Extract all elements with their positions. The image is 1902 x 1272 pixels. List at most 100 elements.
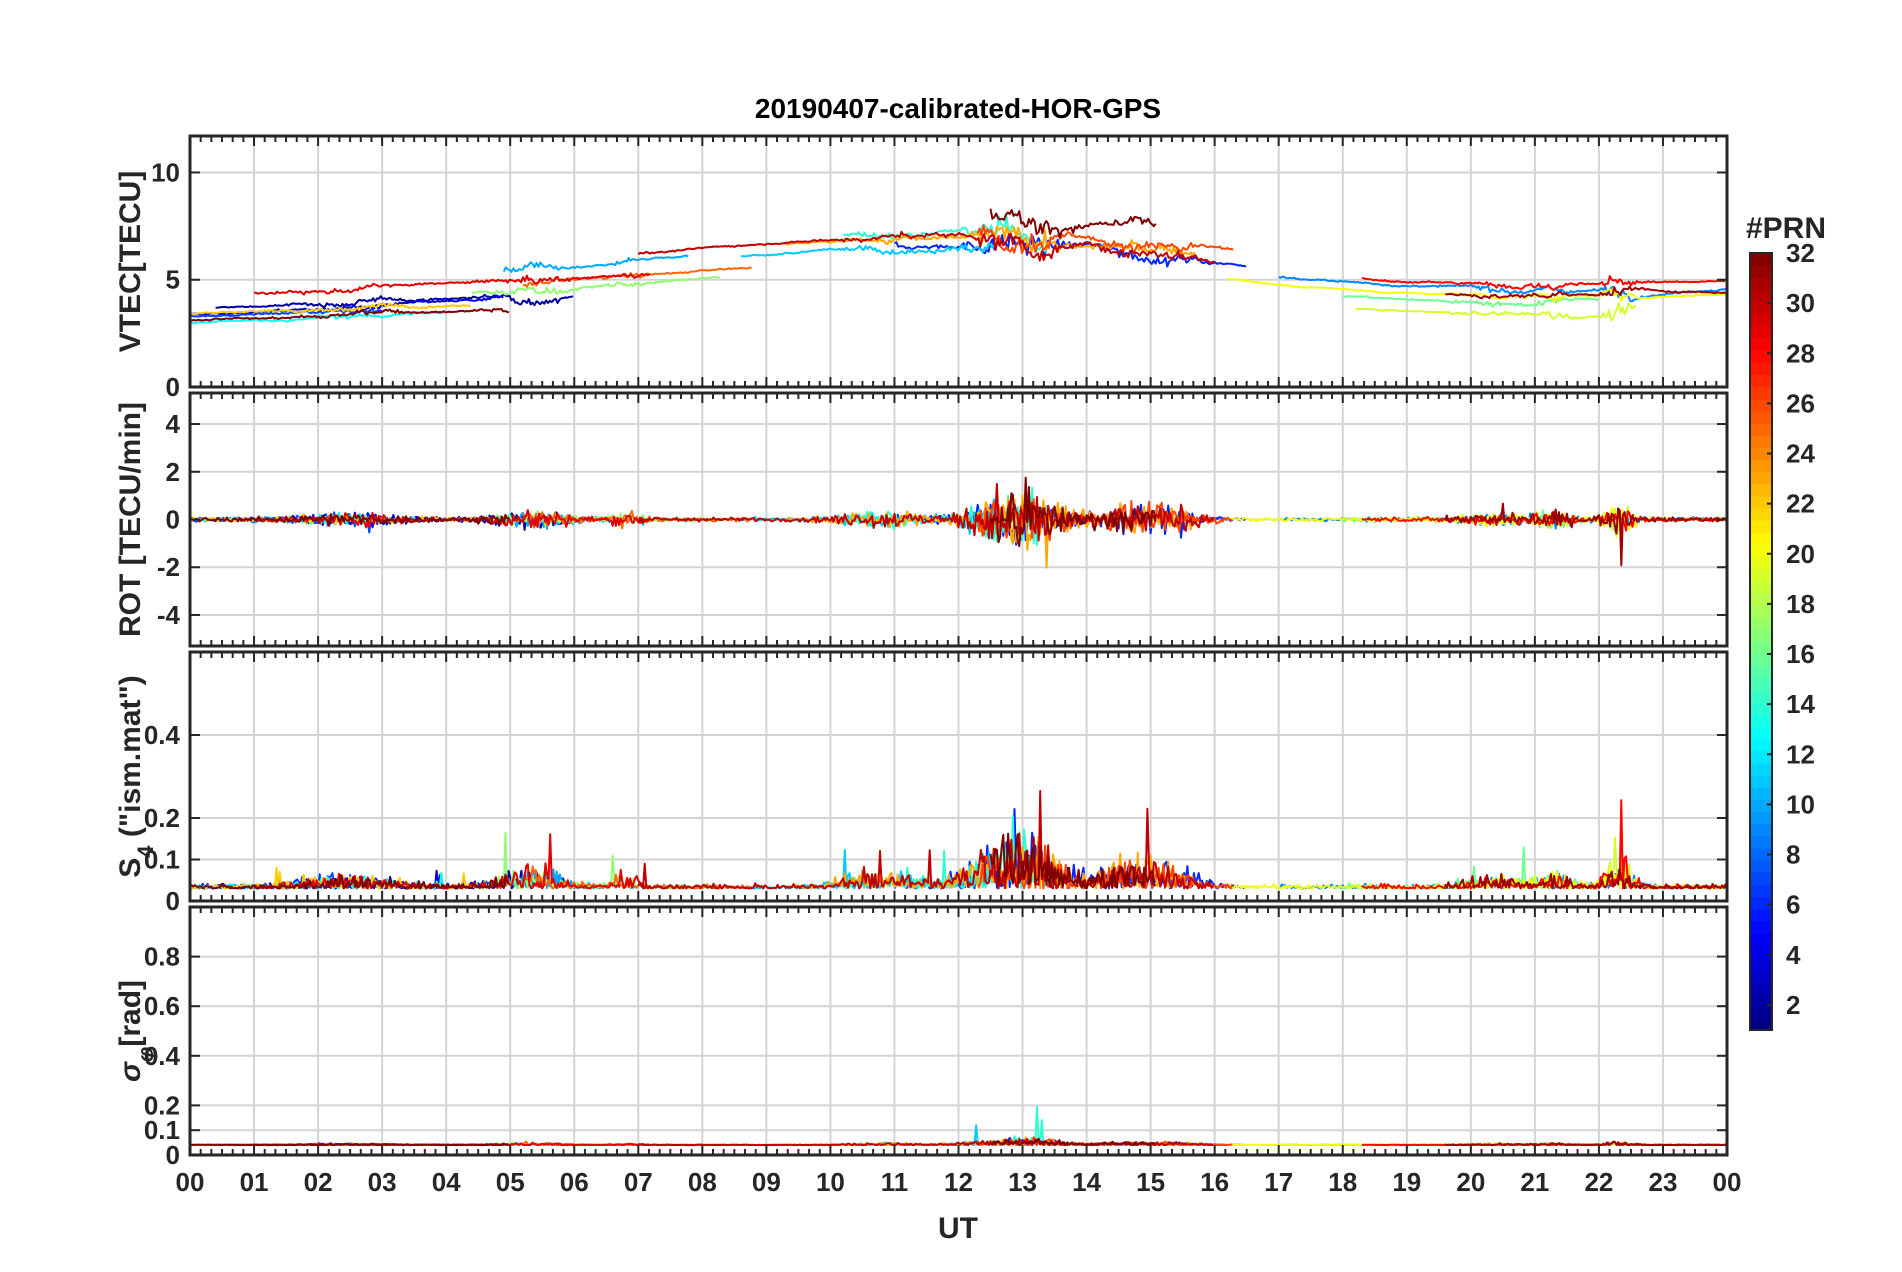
y-tick-label: 0.2 xyxy=(144,803,180,833)
x-tick-label: 12 xyxy=(944,1167,973,1197)
series-sigma xyxy=(190,1105,1727,1147)
colorbar-step xyxy=(1750,483,1772,497)
series-line-prn-29 xyxy=(254,272,651,296)
colorbar-step xyxy=(1750,823,1772,837)
series-line-prn-17 xyxy=(471,275,720,296)
series-line-prn-2 xyxy=(215,293,574,309)
y-axis-title-rot: ROT [TECU/min] xyxy=(114,402,147,637)
colorbar-step xyxy=(1750,447,1772,460)
x-tick-label: 13 xyxy=(1008,1167,1037,1197)
colorbar-step xyxy=(1750,957,1772,970)
colorbar-tick-label: 4 xyxy=(1786,940,1801,970)
colorbar-step xyxy=(1750,362,1772,376)
x-tick-label: 09 xyxy=(752,1167,781,1197)
series-line-prn-32 xyxy=(989,208,1157,239)
series-line-prn-11 xyxy=(740,242,997,258)
colorbar-tick-label: 12 xyxy=(1786,739,1815,769)
colorbar-tick-label: 22 xyxy=(1786,489,1815,519)
colorbar-tick-label: 30 xyxy=(1786,288,1815,318)
colorbar-step xyxy=(1750,325,1772,339)
series-vtec xyxy=(190,208,1727,325)
y-tick-label: 0.6 xyxy=(144,991,180,1021)
colorbar-step xyxy=(1750,1017,1772,1031)
colorbar-step xyxy=(1750,386,1772,400)
colorbar-tick-label: 16 xyxy=(1786,639,1815,669)
series-line-prn-32 xyxy=(990,1137,1156,1147)
colorbar-tick-label: 28 xyxy=(1786,338,1815,368)
x-tick-label: 05 xyxy=(496,1167,525,1197)
y-tick-label: 0.4 xyxy=(144,1041,181,1071)
x-tick-label: 00 xyxy=(1713,1167,1742,1197)
colorbar-step xyxy=(1750,847,1772,861)
colorbar-step xyxy=(1750,301,1772,315)
series-line-prn-32 xyxy=(190,1142,510,1147)
colorbar-step xyxy=(1750,908,1772,922)
series-line-prn-22 xyxy=(190,302,471,316)
x-tick-label: 19 xyxy=(1392,1167,1421,1197)
colorbar-step xyxy=(1750,738,1772,752)
colorbar-step xyxy=(1750,435,1772,448)
colorbar-step xyxy=(1750,653,1772,667)
x-tick-label: 01 xyxy=(240,1167,269,1197)
colorbar-tick-label: 32 xyxy=(1786,238,1815,268)
colorbar-step xyxy=(1750,556,1772,570)
colorbar-step xyxy=(1750,690,1772,703)
colorbar-tick-label: 14 xyxy=(1786,689,1815,719)
colorbar-tick-label: 26 xyxy=(1786,388,1815,418)
y-tick-label: -2 xyxy=(157,552,180,582)
colorbar-step xyxy=(1750,702,1772,715)
series-line-prn-30 xyxy=(637,230,1215,264)
x-tick-label: 00 xyxy=(176,1167,205,1197)
series-line-prn-31 xyxy=(1444,502,1727,567)
panel-rot: -4 -2 0 2 4 ROT [TECU/min] xyxy=(114,391,1729,648)
colorbar-step xyxy=(1750,884,1772,898)
series-line-prn-10 xyxy=(502,254,689,273)
x-tick-label: 03 xyxy=(368,1167,397,1197)
colorbar-step xyxy=(1750,993,1772,1007)
series-line-prn-32 xyxy=(190,873,510,890)
colorbar-step xyxy=(1750,799,1772,813)
colorbar-step xyxy=(1750,253,1772,266)
panel-s4: 0 0.1 0.2 0.4S4 ("ism.mat") xyxy=(114,650,1729,916)
colorbar-tick-label: 8 xyxy=(1786,840,1800,870)
y-tick-label: 0.1 xyxy=(144,1115,180,1145)
x-tick-label: 15 xyxy=(1136,1167,1165,1197)
colorbar-step xyxy=(1750,932,1772,946)
colorbar-step xyxy=(1750,544,1772,558)
panel-sigma: 00.10.2 0.4 0.6 0.8 σφ[rad] xyxy=(114,905,1729,1170)
colorbar-step xyxy=(1750,714,1772,728)
ticks-sigma xyxy=(189,907,1728,1156)
y-axis-title-vtec: VTEC[TECU] xyxy=(114,171,147,353)
colorbar-step xyxy=(1750,471,1772,485)
colorbar-step xyxy=(1750,860,1772,873)
colorbar-step xyxy=(1750,459,1772,473)
series-line-prn-16 xyxy=(1342,295,1599,308)
colorbar-step xyxy=(1750,277,1772,291)
y-tick-label: 0.8 xyxy=(144,942,180,972)
colorbar-tick-label: 10 xyxy=(1786,789,1815,819)
series-line-prn-9 xyxy=(1278,275,1727,303)
colorbar-step xyxy=(1750,981,1772,995)
series-line-prn-32 xyxy=(190,513,510,527)
x-tick-label: 17 xyxy=(1264,1167,1293,1197)
colorbar-step xyxy=(1750,265,1772,278)
x-tick-label: 11 xyxy=(881,1167,909,1197)
x-tick-label: 23 xyxy=(1648,1167,1677,1197)
colorbar-step xyxy=(1750,677,1772,691)
y-tick-label: 5 xyxy=(166,265,180,295)
colorbar-step xyxy=(1750,787,1772,800)
series-line-prn-30 xyxy=(637,790,1214,890)
colorbar-step xyxy=(1750,495,1772,509)
x-tick-label: 10 xyxy=(816,1167,845,1197)
x-tick-label: 06 xyxy=(560,1167,589,1197)
series-line-prn-28 xyxy=(1361,799,1727,890)
colorbar-step xyxy=(1750,629,1772,643)
y-tick-label: 0.1 xyxy=(144,845,180,875)
chart-title: 20190407-calibrated-HOR-GPS xyxy=(755,93,1161,124)
colorbar-step xyxy=(1750,835,1772,849)
colorbar-step xyxy=(1750,605,1772,618)
colorbar-step xyxy=(1750,920,1772,934)
